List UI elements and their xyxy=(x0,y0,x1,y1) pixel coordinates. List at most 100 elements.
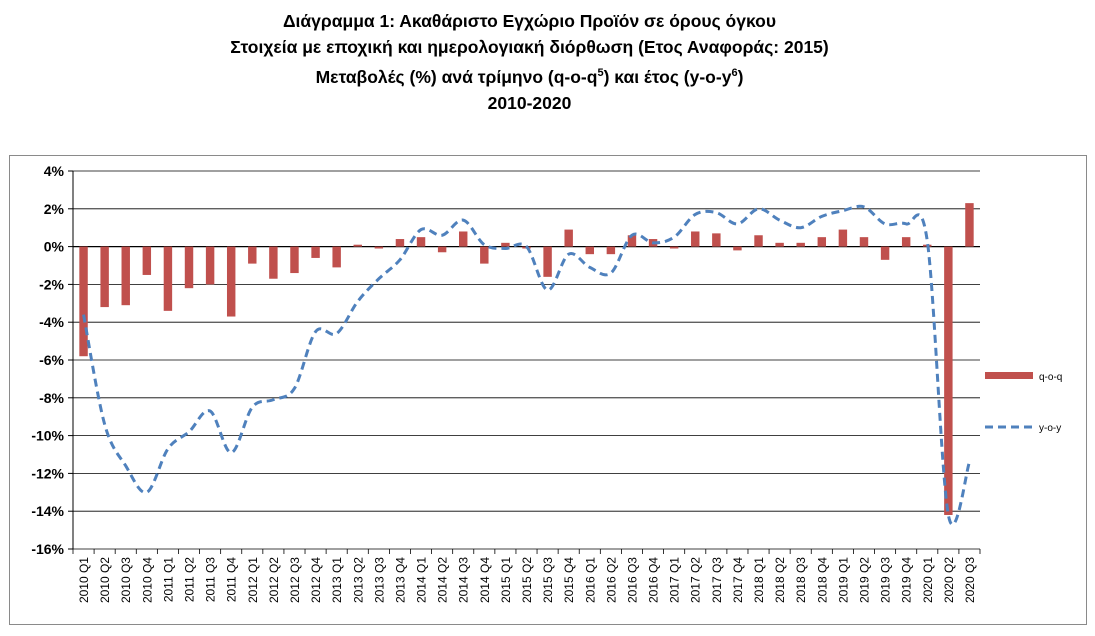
y-tick-label: -10% xyxy=(31,428,64,444)
x-tick-label: 2015 Q2 xyxy=(520,557,534,603)
bar-qoq xyxy=(817,237,827,247)
bar-qoq xyxy=(880,246,890,260)
bar-qoq xyxy=(121,246,130,306)
x-tick-label: 2015 Q1 xyxy=(499,557,513,603)
x-tick-label: 2017 Q4 xyxy=(731,557,745,603)
chart-titles: Διάγραμμα 1: Ακαθάριστο Εγχώριο Προϊόν σ… xyxy=(0,8,1059,116)
bar-qoq xyxy=(585,246,594,255)
x-tick-label: 2011 Q1 xyxy=(161,557,175,602)
x-tick-label: 2020 Q3 xyxy=(963,557,977,603)
x-tick-label: 2020 Q2 xyxy=(942,557,956,603)
x-tick-label: 2010 Q3 xyxy=(119,557,133,603)
x-tick-label: 2011 Q3 xyxy=(204,557,218,602)
bar-qoq xyxy=(269,246,278,279)
bar-qoq xyxy=(627,235,637,247)
x-tick-label: 2019 Q3 xyxy=(879,557,893,603)
bar-qoq xyxy=(712,233,721,247)
x-tick-label: 2011 Q2 xyxy=(183,557,197,602)
x-tick-label: 2014 Q3 xyxy=(457,557,471,603)
x-tick-label: 2016 Q2 xyxy=(604,557,618,603)
bar-qoq xyxy=(480,246,489,264)
y-tick-label: -6% xyxy=(39,352,64,368)
bar-qoq xyxy=(332,246,341,268)
x-tick-label: 2012 Q2 xyxy=(267,557,281,603)
x-tick-label: 2017 Q3 xyxy=(710,557,724,603)
footnote-ref-5: 5 xyxy=(597,67,604,79)
bar-qoq xyxy=(543,246,552,277)
y-tick-label: 2% xyxy=(44,201,65,217)
bar-qoq xyxy=(775,242,784,247)
y-tick-label: 0% xyxy=(44,239,65,255)
subtitle-text-c: ) xyxy=(737,66,744,87)
chart-title: Διάγραμμα 1: Ακαθάριστο Εγχώριο Προϊόν σ… xyxy=(282,11,777,31)
bar-qoq xyxy=(754,235,763,247)
bar-qoq xyxy=(838,229,848,247)
x-tick-label: 2015 Q3 xyxy=(541,557,555,603)
x-tick-label: 2011 Q4 xyxy=(225,557,239,602)
y-tick-label: -8% xyxy=(39,390,64,406)
x-tick-label: 2014 Q4 xyxy=(478,557,492,603)
x-tick-label: 2017 Q1 xyxy=(668,557,682,603)
chart-frame xyxy=(9,155,1087,625)
bar-qoq xyxy=(205,246,215,285)
y-tick-label: -4% xyxy=(39,314,64,330)
x-tick-label: 2013 Q1 xyxy=(330,557,344,603)
y-tick-label: 4% xyxy=(44,163,65,179)
x-tick-label: 2012 Q1 xyxy=(246,557,260,603)
subtitle-text-a: Μεταβολές (%) ανά τρίμηνο (q-o-q xyxy=(315,66,598,87)
x-tick-label: 2018 Q3 xyxy=(794,557,808,603)
bar-qoq xyxy=(606,246,616,255)
x-tick-label: 2020 Q1 xyxy=(921,557,935,603)
bar-qoq xyxy=(184,246,194,289)
bar-qoq xyxy=(501,242,510,247)
x-tick-label: 2018 Q2 xyxy=(773,557,787,603)
bar-qoq xyxy=(142,246,152,275)
bar-qoq xyxy=(669,246,679,249)
y-tick-label: -12% xyxy=(31,465,64,481)
bar-qoq xyxy=(248,246,257,264)
chart-period: 2010-2020 xyxy=(487,92,572,113)
x-tick-label: 2013 Q3 xyxy=(372,557,386,603)
bar-qoq xyxy=(564,229,573,247)
x-tick-label: 2019 Q4 xyxy=(900,557,914,603)
bar-qoq xyxy=(100,246,109,308)
line-yoy xyxy=(82,204,971,526)
bar-qoq xyxy=(859,237,869,247)
x-tick-label: 2010 Q2 xyxy=(98,557,112,603)
bar-qoq xyxy=(437,246,447,253)
bar-qoq xyxy=(796,242,805,247)
bar-qoq xyxy=(901,237,911,247)
y-tick-label: -14% xyxy=(31,503,64,519)
bar-qoq xyxy=(395,239,405,247)
bar-qoq xyxy=(733,246,742,251)
x-tick-label: 2010 Q4 xyxy=(140,557,154,603)
footnote-ref-6: 6 xyxy=(731,67,738,79)
x-tick-label: 2013 Q4 xyxy=(393,557,407,603)
x-tick-label: 2018 Q1 xyxy=(752,557,766,603)
subtitle-text-b: ) και έτος (y-o-y xyxy=(603,66,732,87)
bar-qoq xyxy=(290,246,299,274)
x-tick-label: 2016 Q1 xyxy=(583,557,597,603)
x-tick-label: 2014 Q1 xyxy=(415,557,429,603)
x-tick-label: 2010 Q1 xyxy=(77,557,91,603)
bar-qoq xyxy=(163,246,173,311)
bar-qoq xyxy=(226,246,236,317)
x-tick-label: 2016 Q3 xyxy=(625,557,639,603)
chart-subtitle-changes: Μεταβολές (%) ανά τρίμηνο (q-o-q5) και έ… xyxy=(0,60,1059,90)
x-tick-label: 2012 Q4 xyxy=(309,557,323,603)
bar-qoq xyxy=(374,246,384,249)
legend-label-yoy: y-o-y xyxy=(1039,423,1061,434)
legend-label-qoq: q-o-q xyxy=(1039,372,1062,383)
x-tick-label: 2018 Q4 xyxy=(815,557,829,603)
x-tick-label: 2015 Q4 xyxy=(562,557,576,603)
bar-qoq xyxy=(353,244,362,247)
x-tick-label: 2017 Q2 xyxy=(689,557,703,603)
bar-qoq xyxy=(944,246,953,515)
bar-qoq xyxy=(691,231,700,247)
chart-subtitle: Στοιχεία με εποχική και ημερολογιακή διό… xyxy=(230,37,829,57)
x-tick-label: 2012 Q3 xyxy=(288,557,302,603)
legend-swatch-qoq xyxy=(985,372,1033,379)
x-tick-label: 2016 Q4 xyxy=(647,557,661,603)
x-tick-label: 2013 Q2 xyxy=(351,557,365,603)
